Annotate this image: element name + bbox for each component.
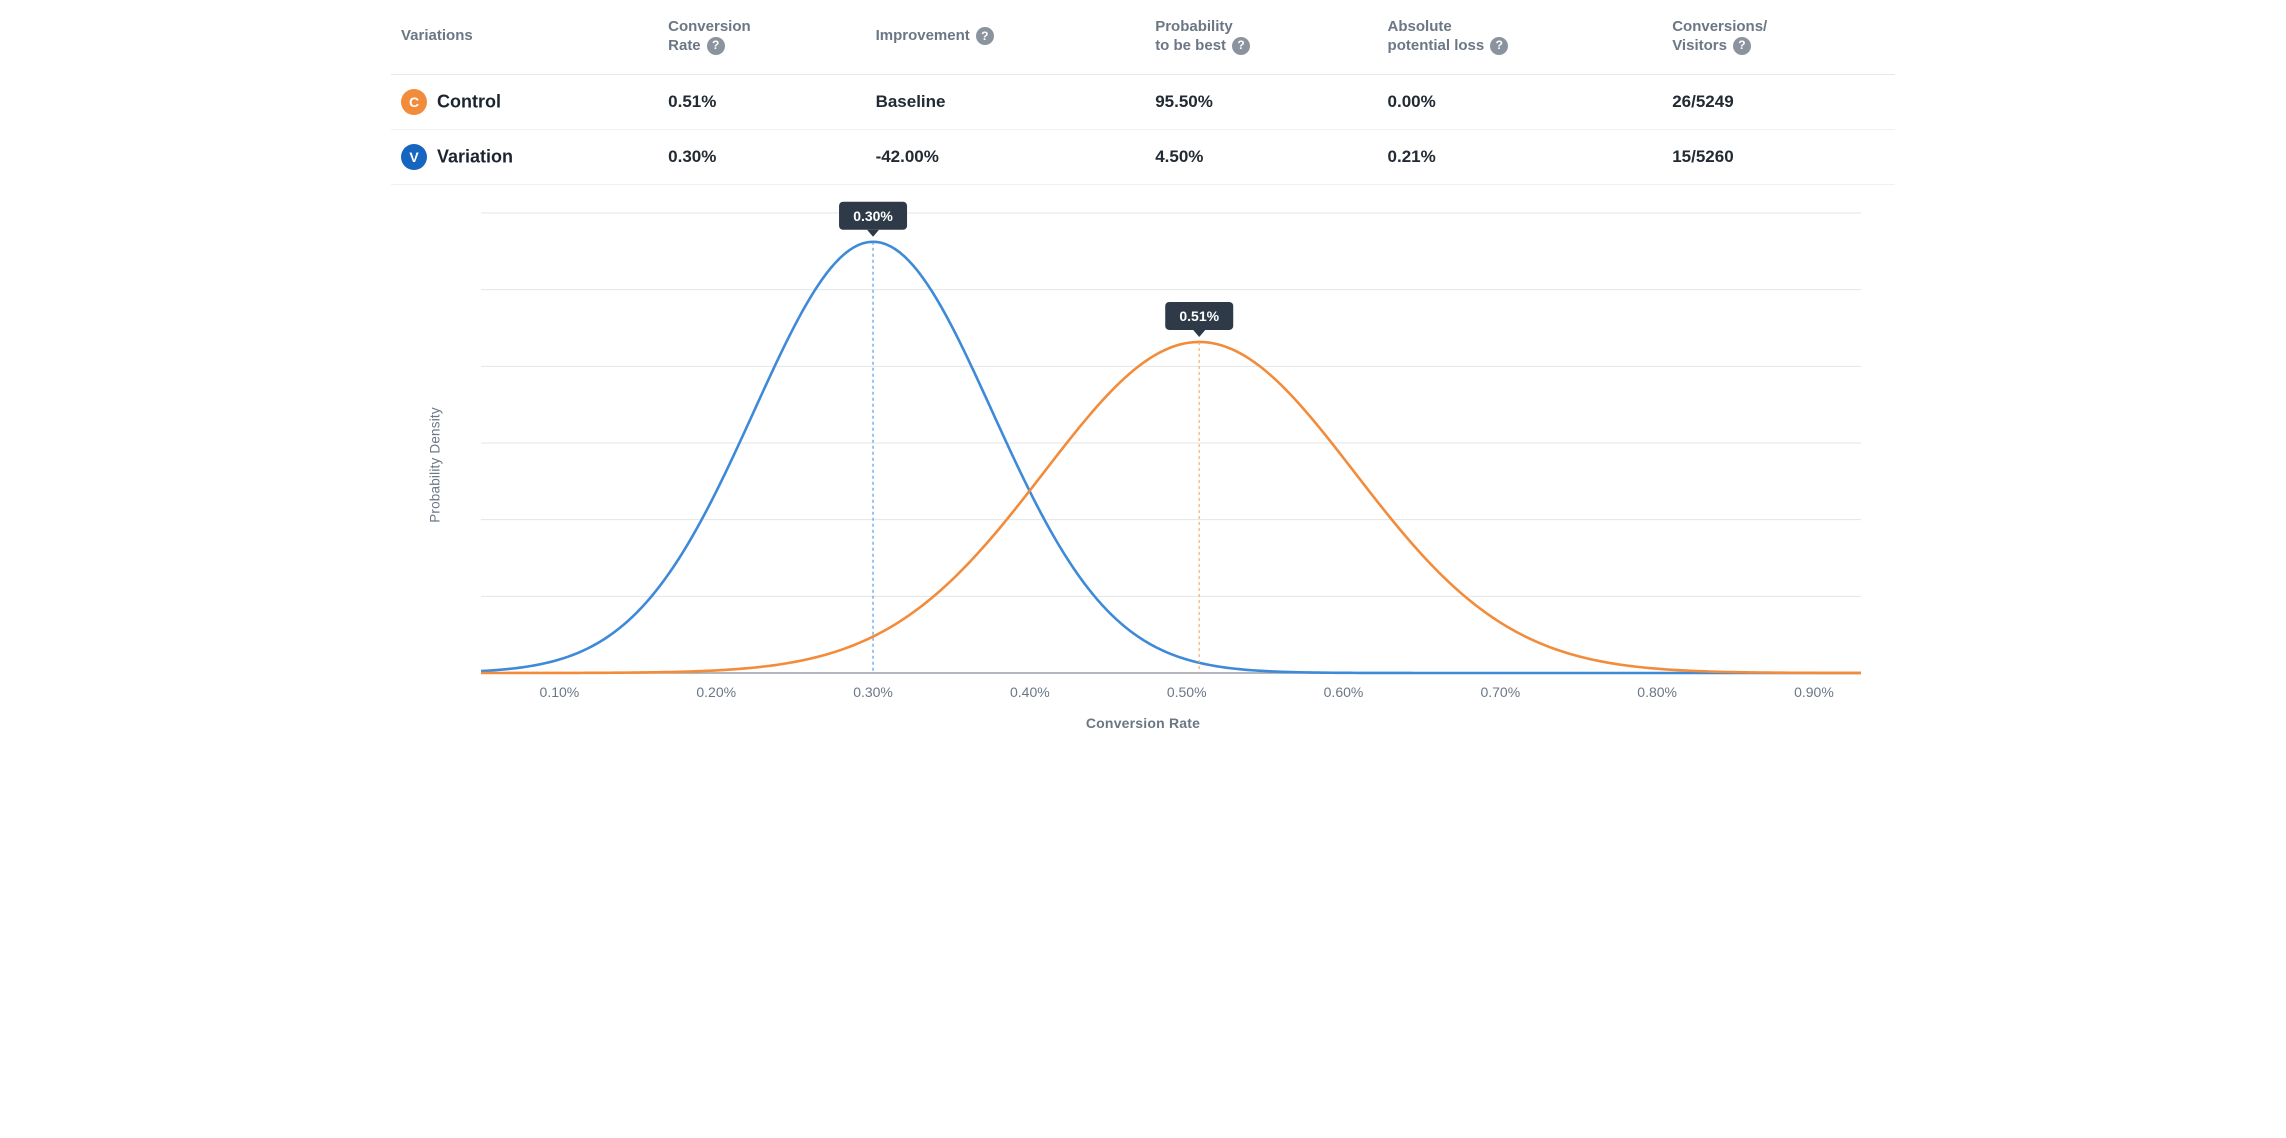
peak-tag: 0.30% <box>839 201 907 236</box>
col-variations: Variations <box>391 0 658 74</box>
table-row: V Variation 0.30%-42.00%4.50%0.21%15/5260 <box>391 129 1895 184</box>
x-tick-label: 0.10% <box>540 684 580 700</box>
cell-improvement: Baseline <box>866 74 1146 129</box>
x-tick-label: 0.80% <box>1637 684 1677 700</box>
variation-name: Variation <box>437 146 513 166</box>
peak-tag: 0.51% <box>1165 301 1233 336</box>
help-icon[interactable]: ? <box>1490 37 1508 55</box>
variation-badge: C <box>401 89 427 115</box>
density-chart: Probability Density 0.10% 0.20% 0.30% 0.40%… <box>391 199 1895 731</box>
cell-conv_vis: 26/5249 <box>1662 74 1895 129</box>
variation-name: Control <box>437 91 501 111</box>
help-icon[interactable]: ? <box>1733 37 1751 55</box>
x-tick-label: 0.70% <box>1480 684 1520 700</box>
results-table: VariationsConversionRate?Improvement?Pro… <box>391 0 1895 185</box>
results-table-head: VariationsConversionRate?Improvement?Pro… <box>391 0 1895 74</box>
cell-abs_loss: 0.21% <box>1378 129 1663 184</box>
col-prob_best: Probabilityto be best? <box>1145 0 1377 74</box>
y-axis-label: Probability Density <box>428 407 443 523</box>
help-icon[interactable]: ? <box>1232 37 1250 55</box>
col-conv_rate: ConversionRate? <box>658 0 865 74</box>
x-axis-label: Conversion Rate <box>391 715 1895 731</box>
density-curve-control <box>481 341 1861 672</box>
x-tick-label: 0.60% <box>1324 684 1364 700</box>
table-row: C Control 0.51%Baseline95.50%0.00%26/5249 <box>391 74 1895 129</box>
cell-conv_rate: 0.51% <box>658 74 865 129</box>
cell-conv_rate: 0.30% <box>658 129 865 184</box>
x-ticks: 0.10% 0.20% 0.30% 0.40% 0.50% 0.60% 0.70% 0.80%… <box>540 684 1834 700</box>
x-tick-label: 0.50% <box>1167 684 1207 700</box>
variation-badge: V <box>401 144 427 170</box>
x-tick-label: 0.30% <box>853 684 893 700</box>
col-abs_loss: Absolutepotential loss? <box>1378 0 1663 74</box>
cell-conv_vis: 15/5260 <box>1662 129 1895 184</box>
cell-abs_loss: 0.00% <box>1378 74 1663 129</box>
cell-prob_best: 4.50% <box>1145 129 1377 184</box>
help-icon[interactable]: ? <box>976 27 994 45</box>
cell-prob_best: 95.50% <box>1145 74 1377 129</box>
col-improvement: Improvement? <box>866 0 1146 74</box>
results-table-body: CControl0.51%Baseline95.50%0.00%26/5249V… <box>391 74 1895 184</box>
x-tick-label: 0.90% <box>1794 684 1834 700</box>
peak-tag-label: 0.30% <box>853 207 893 223</box>
x-tick-label: 0.20% <box>696 684 736 700</box>
x-tick-label: 0.40% <box>1010 684 1050 700</box>
cell-improvement: -42.00% <box>866 129 1146 184</box>
density-chart-svg: 0.10% 0.20% 0.30% 0.40% 0.50% 0.60% 0.70% 0.80%… <box>471 199 1871 709</box>
help-icon[interactable]: ? <box>707 37 725 55</box>
gridlines <box>481 213 1861 673</box>
col-conv_vis: Conversions/Visitors? <box>1662 0 1895 74</box>
peak-tag-label: 0.51% <box>1179 307 1219 323</box>
